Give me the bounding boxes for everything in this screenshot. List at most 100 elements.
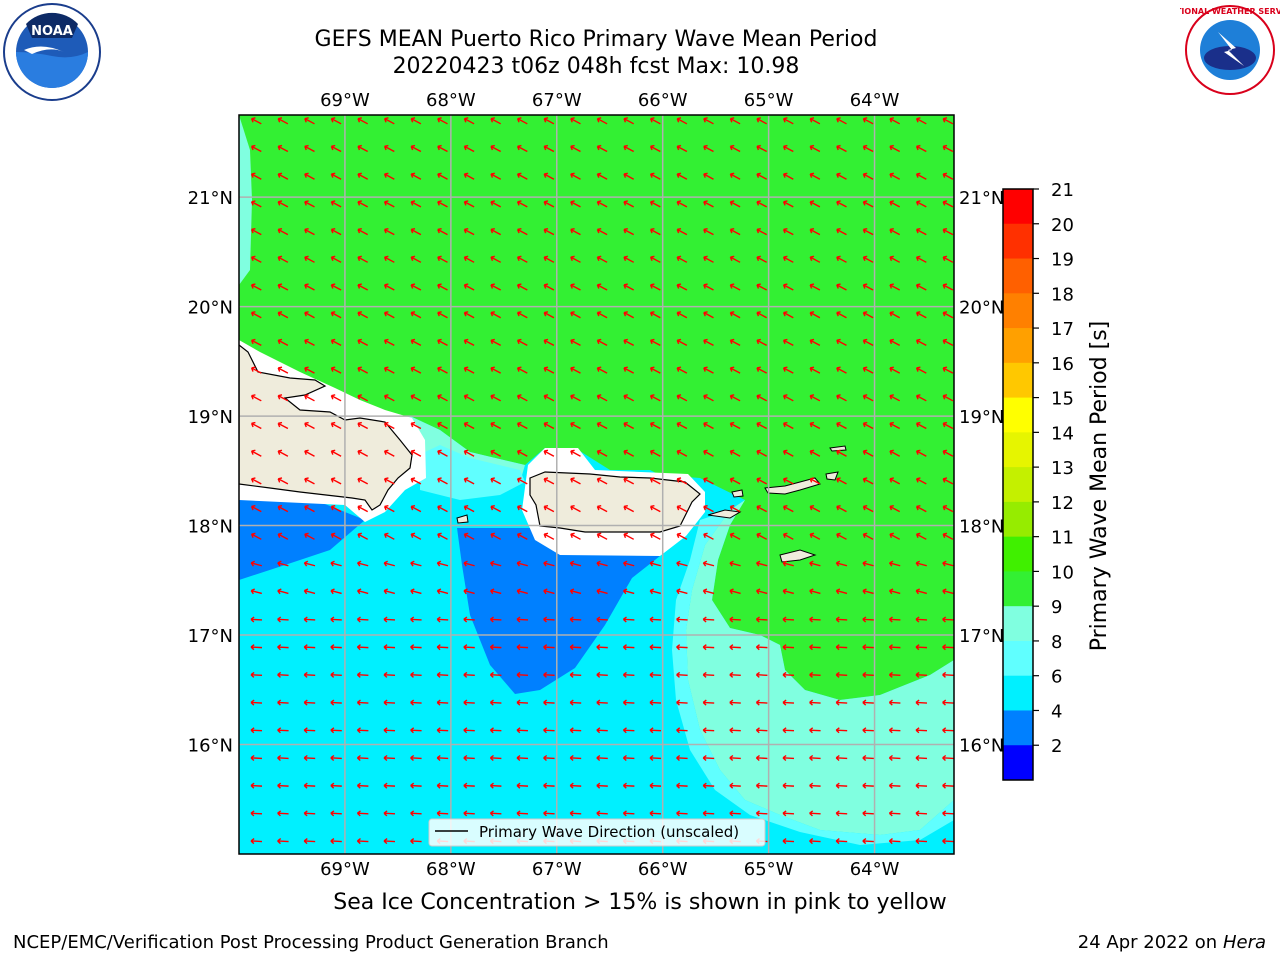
- wave-arrow: [277, 838, 289, 845]
- wave-arrow: [570, 255, 581, 263]
- wave-arrow: [357, 504, 369, 513]
- wave-arrow: [755, 782, 768, 789]
- wave-arrow: [330, 782, 342, 789]
- wave-arrow: [303, 838, 316, 845]
- wave-arrow: [915, 283, 927, 291]
- colorbar-frame: [1002, 188, 1034, 781]
- wave-arrow: [703, 504, 714, 513]
- wave-arrow: [782, 699, 795, 706]
- wave-arrow: [543, 283, 555, 291]
- wave-arrow: [383, 616, 396, 623]
- wave-arrow: [782, 172, 794, 180]
- wave-arrow: [304, 421, 315, 430]
- wave-arrow: [676, 200, 688, 208]
- wave-arrow: [410, 421, 422, 430]
- wave-arrow: [756, 421, 768, 430]
- wave-arrow: [809, 727, 821, 734]
- lon-tick-label-top: 66°W: [638, 90, 688, 111]
- wave-arrow: [383, 421, 395, 430]
- wave-arrow: [277, 810, 289, 817]
- wave-arrow: [543, 338, 555, 347]
- wave-arrow: [303, 754, 316, 762]
- wave-arrow: [543, 504, 555, 513]
- field-4-6-mona: [457, 528, 660, 694]
- wave-arrow: [356, 560, 369, 567]
- wave-arrow: [596, 117, 608, 125]
- lon-tick-label-top: 69°W: [320, 90, 370, 111]
- wave-arrow: [809, 588, 821, 595]
- wave-arrow: [622, 644, 635, 651]
- wave-arrow: [915, 699, 928, 706]
- wave-arrow: [889, 504, 901, 513]
- wave-arrow: [756, 338, 768, 347]
- wave-arrow: [729, 727, 741, 734]
- wave-arrow: [277, 366, 289, 374]
- wave-arrow: [304, 227, 315, 236]
- wave-arrow: [729, 172, 741, 180]
- wave-arrow: [809, 255, 821, 263]
- wave-arrow: [277, 727, 289, 734]
- wave-arrow: [915, 255, 927, 263]
- wave-arrow: [835, 616, 848, 623]
- wave-arrow: [569, 810, 582, 817]
- wave-arrow: [250, 172, 262, 180]
- wave-arrow: [357, 227, 369, 236]
- noaa-logo: NOAA: [2, 2, 102, 106]
- wave-arrow: [516, 588, 528, 595]
- wave-arrow: [862, 421, 874, 430]
- wave-arrow: [729, 588, 741, 595]
- wave-arrow: [676, 782, 688, 789]
- wave-arrow: [862, 532, 874, 540]
- wave-arrow: [835, 782, 848, 789]
- wave-arrow: [755, 671, 768, 678]
- wave-arrow: [889, 227, 901, 236]
- wave-arrow: [250, 838, 263, 845]
- wave-arrow: [543, 782, 555, 789]
- wave-arrow: [516, 477, 528, 485]
- wave-arrow: [356, 616, 369, 623]
- wave-direction-arrows: [250, 117, 954, 845]
- wave-arrow: [702, 699, 715, 706]
- wave-arrow: [410, 255, 422, 263]
- wave-arrow: [623, 227, 635, 236]
- wave-arrow: [516, 311, 528, 319]
- wave-arrow: [676, 727, 688, 734]
- wave-arrow: [809, 394, 821, 402]
- colorbar-segment: [1003, 328, 1033, 364]
- wave-arrow: [756, 144, 768, 153]
- wave-arrow: [570, 366, 581, 374]
- wave-arrow: [277, 671, 289, 678]
- wave-arrow: [437, 172, 448, 180]
- wave-arrow: [756, 311, 768, 319]
- wave-arrow: [676, 172, 688, 180]
- wave-arrow: [703, 172, 714, 180]
- wave-arrow: [862, 394, 874, 402]
- wave-arrow: [383, 727, 396, 734]
- wave-arrow: [410, 644, 422, 651]
- wave-arrow: [543, 588, 555, 595]
- wave-arrow: [942, 671, 954, 678]
- noaa-logo-text: NOAA: [31, 24, 73, 39]
- wave-arrow: [277, 117, 289, 125]
- wave-arrow: [330, 449, 342, 457]
- colorbar-tick-label: 2: [1051, 736, 1062, 757]
- wave-arrow: [436, 644, 449, 651]
- wave-arrow: [463, 421, 475, 430]
- wave-arrow: [250, 699, 263, 706]
- chart-title: GEFS MEAN Puerto Rico Primary Wave Mean …: [314, 27, 878, 52]
- wave-arrow: [277, 283, 289, 291]
- wave-arrow: [782, 477, 794, 485]
- wave-arrow: [649, 477, 661, 485]
- wave-arrow: [489, 588, 502, 595]
- wave-arrow: [729, 255, 741, 263]
- wave-arrow: [383, 810, 396, 817]
- wave-arrow: [383, 504, 395, 513]
- wave-arrow: [383, 144, 395, 153]
- wave-arrow: [915, 227, 927, 236]
- wave-arrow: [330, 532, 342, 540]
- wave-arrow: [915, 644, 928, 651]
- wave-arrow: [436, 699, 449, 706]
- wave-arrow: [809, 311, 821, 319]
- wave-arrow: [835, 838, 848, 845]
